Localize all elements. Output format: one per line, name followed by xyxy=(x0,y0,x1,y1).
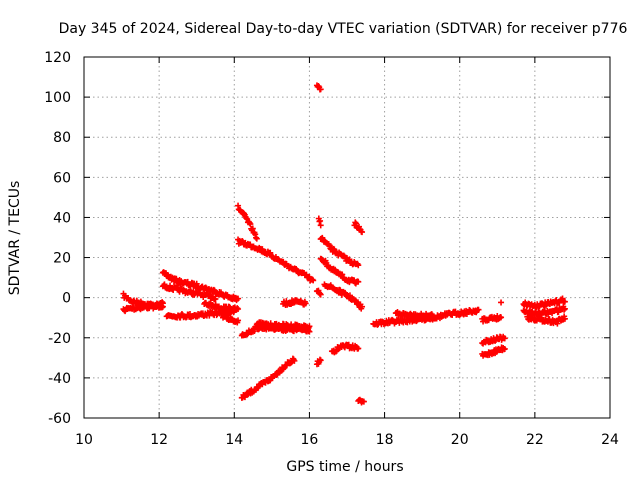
data-point xyxy=(317,222,324,229)
data-point xyxy=(247,221,254,228)
data-point xyxy=(235,305,242,312)
series-arc-12 xyxy=(238,355,298,401)
series-arc-21 xyxy=(351,219,366,236)
data-point xyxy=(213,312,220,319)
data-point xyxy=(355,262,362,269)
series-arc-31 xyxy=(520,303,568,318)
series-arc-8 xyxy=(235,202,260,242)
series-arc-27 xyxy=(479,333,508,347)
y-tick-label: 60 xyxy=(53,170,71,186)
series-arc-14 xyxy=(313,82,324,93)
data-point xyxy=(475,306,482,313)
y-tick-label: 40 xyxy=(53,210,71,226)
data-point xyxy=(235,317,242,324)
axis-ticks: 10 12 14 16 18 20 22 24 -60 -40 -20 0 20 40 60 80 100 120 xyxy=(44,50,619,448)
data-point xyxy=(317,86,324,93)
y-tick-label: 100 xyxy=(44,90,71,106)
x-tick-label: 20 xyxy=(451,432,469,448)
y-tick-label: -40 xyxy=(48,371,71,387)
data-point xyxy=(317,291,324,298)
series-arc-19 xyxy=(313,356,324,368)
y-tick-label: 80 xyxy=(53,130,71,146)
series-arc-23 xyxy=(313,287,324,298)
data-point xyxy=(492,337,499,344)
data-point xyxy=(291,357,298,364)
series-arc-11 xyxy=(253,319,313,333)
data-point xyxy=(430,313,437,320)
data-point xyxy=(561,315,568,322)
series-arc-17 xyxy=(317,255,362,287)
data-marks xyxy=(120,82,568,406)
data-point xyxy=(355,345,362,352)
y-tick-label: 20 xyxy=(53,251,71,267)
series-arc-9 xyxy=(235,236,317,284)
x-tick-label: 12 xyxy=(150,432,168,448)
data-point xyxy=(561,306,568,313)
plot-frame xyxy=(83,56,611,419)
data-point xyxy=(359,229,366,236)
x-tick-label: 24 xyxy=(601,432,619,448)
data-point xyxy=(187,287,194,294)
data-point xyxy=(253,234,260,241)
series-arc-26 xyxy=(479,312,505,325)
series-arc-22 xyxy=(355,396,367,406)
data-point xyxy=(501,335,508,342)
x-tick-label: 10 xyxy=(75,432,93,448)
series-arc-29 xyxy=(498,299,505,306)
series-arc-20 xyxy=(328,341,362,356)
data-point xyxy=(243,215,250,222)
series-arc-16 xyxy=(317,234,362,269)
series-arc-2 xyxy=(120,301,166,315)
data-point xyxy=(306,323,313,330)
data-point xyxy=(346,256,353,263)
series-arc-18 xyxy=(321,281,366,312)
series-arc-4 xyxy=(159,281,219,303)
x-tick-label: 16 xyxy=(301,432,319,448)
data-point xyxy=(498,314,505,321)
data-point xyxy=(323,259,330,266)
data-point xyxy=(359,303,366,310)
data-point xyxy=(159,303,166,310)
data-point xyxy=(498,299,505,306)
series-arc-32 xyxy=(524,313,568,327)
data-point xyxy=(561,298,568,305)
x-tick-label: 14 xyxy=(225,432,243,448)
x-tick-label: 18 xyxy=(376,432,394,448)
series-arc-28 xyxy=(479,344,508,359)
series-arc-7 xyxy=(220,313,242,326)
chart-title: Day 345 of 2024, Sidereal Day-to-day VTE… xyxy=(59,21,628,37)
y-tick-label: -60 xyxy=(48,411,71,427)
y-axis-label: SDTVAR / TECUs xyxy=(7,181,23,296)
y-tick-label: 120 xyxy=(44,50,71,66)
series-arc-6 xyxy=(201,299,242,314)
x-axis-label: GPS time / hours xyxy=(286,459,403,475)
series-arc-13 xyxy=(280,297,309,308)
series-arc-15 xyxy=(315,215,324,229)
data-point xyxy=(355,278,362,285)
grid xyxy=(84,57,610,418)
data-point xyxy=(310,277,317,284)
data-point xyxy=(561,305,568,312)
data-point xyxy=(235,295,242,302)
data-point xyxy=(239,237,246,244)
data-point xyxy=(501,345,508,352)
data-point xyxy=(317,357,324,364)
y-tick-label: 0 xyxy=(62,291,71,307)
x-tick-label: 22 xyxy=(526,432,544,448)
series-arc-24 xyxy=(370,306,482,328)
data-point xyxy=(253,235,260,242)
data-point xyxy=(360,398,367,405)
series-arc-30 xyxy=(520,295,568,311)
series-arc-25 xyxy=(392,309,437,321)
data-point xyxy=(212,295,219,302)
data-point xyxy=(193,280,200,287)
data-point xyxy=(249,225,256,232)
y-tick-label: -20 xyxy=(48,331,71,347)
data-point xyxy=(302,300,309,307)
data-point xyxy=(346,292,353,299)
data-point xyxy=(252,231,259,238)
